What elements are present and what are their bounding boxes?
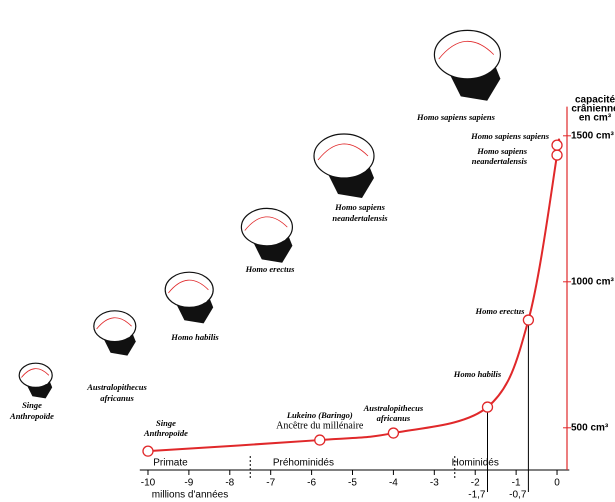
x-tick-label: -9 [184,478,193,489]
skull-cranium [313,133,375,179]
point-label: africanus [377,413,411,423]
x-tick-label: -8 [225,478,234,489]
point-label: Ancêtre du millénaire [276,420,364,431]
period-label: Préhominidés [273,458,334,469]
skull-brain [438,40,495,60]
skull-brain [21,368,50,378]
skull-caption: Homo erectus [245,264,296,274]
skull-caption: africanus [100,393,134,403]
skull-eye [42,379,49,385]
x-tick-label: 0 [554,478,560,489]
point [551,149,563,161]
skull-caption: Homo habilis [170,332,219,342]
marker-tick-label: -0,7 [509,490,527,501]
point-label: Homo erectus [475,306,526,316]
point-label: Lukeino (Baringo) [286,410,353,420]
skull-cranium [433,29,501,80]
skull-caption: Homo sapiens sapiens [416,112,496,122]
x-tick-label: -2 [471,478,480,489]
skull-eye [124,331,131,338]
point-label: Homo sapiens [476,146,528,156]
x-tick-label: -1 [512,478,521,489]
y-axis-title: capacité [575,95,615,106]
skull-eye [199,296,208,303]
y-tick-label: 1500 cm³ [571,130,614,141]
y-axis-title: crânienne [571,104,615,115]
skull-eye [357,164,367,172]
y-tick-label: 1000 cm³ [571,276,614,287]
point [522,314,535,326]
skull-caption: Singe [22,400,42,410]
x-tick-label: -6 [307,478,316,489]
x-tick-label: -7 [266,478,275,489]
y-tick-label: 500 cm³ [571,422,609,433]
point [314,434,326,446]
skull-brain [244,216,288,231]
skull-cranium [164,271,214,308]
skull-cranium [240,207,293,247]
skull-eye [481,63,493,73]
skull-brain [168,279,209,294]
period-label: Primate [153,458,188,469]
skull-caption: Australopithecus [86,382,147,392]
point-label: Anthropoïde [143,428,188,438]
skull-caption: Homo sapiens [334,202,386,212]
x-axis-label: millions d'années [152,490,228,501]
x-tick-label: -10 [141,478,156,489]
x-tick-label: -3 [430,478,439,489]
y-axis-title: en cm³ [579,113,612,124]
skull-cranium [93,310,137,343]
x-tick-label: -5 [348,478,357,489]
point [142,445,154,457]
skull-caption: neandertalensis [332,213,388,223]
point-label: Homo habilis [453,369,502,379]
skull-cranium [18,362,53,388]
skull-brain [96,317,132,330]
point-label: Singe [156,418,176,428]
skull-caption: Anthropoïde [9,411,54,421]
skull-eye [278,233,287,241]
point [481,401,494,413]
point-label: Homo sapiens sapiens [470,131,550,141]
point [387,427,400,439]
period-label: Hominidés [452,458,499,469]
marker-tick-label: -1,7 [468,490,486,501]
point [551,139,563,151]
skull-brain [317,143,369,161]
point-label: neandertalensis [472,156,528,166]
point-label: Australopithecus [363,403,424,413]
x-tick-label: -4 [389,478,398,489]
